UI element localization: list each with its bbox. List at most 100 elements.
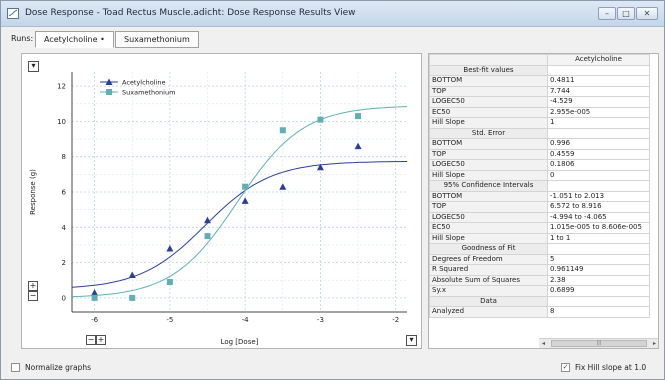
table-section-header: Std. Error (429, 127, 548, 139)
x-tick-label: -2 (392, 316, 399, 324)
y-tick-label: 4 (62, 224, 67, 232)
results-table: Acetylcholine Best-fit values BOTTOM 0.481… (429, 54, 650, 318)
legend-label: Acetylcholine (122, 79, 166, 87)
table-row-value: 7.744 (547, 85, 650, 97)
table-row-label: Analyzed (429, 306, 548, 318)
table-row: Best-fit values (429, 64, 650, 76)
table-row: Absolute Sum of Squares 2.38 (429, 274, 650, 286)
table-row-value: 6.572 to 8.916 (547, 201, 650, 213)
scroll-thumb[interactable]: ||| (551, 340, 647, 347)
table-row: TOP 0.4559 (429, 148, 650, 160)
data-point-acetylcholine (316, 163, 324, 171)
normalize-graphs-checkbox[interactable] (11, 363, 20, 372)
x-zoom-out-button[interactable]: − (86, 335, 96, 345)
y-zoom-out-button[interactable]: − (28, 291, 38, 301)
fit-curve-acetylcholine (71, 161, 407, 288)
data-point-acetylcholine (279, 183, 287, 190)
runs-bar: Runs: Acetylcholine • Suxamethonium (1, 28, 664, 50)
data-point-suxamethonium (204, 233, 211, 240)
table-row-label: TOP (429, 201, 548, 213)
table-row: LOGEC50 -4.994 to -4.065 (429, 211, 650, 223)
table-row: Degrees of Freedom 5 (429, 253, 650, 265)
table-section-header: Goodness of Fit (429, 243, 548, 255)
table-row-label: Hill Slope (429, 232, 548, 244)
results-table-pane[interactable]: Acetylcholine Best-fit values BOTTOM 0.481… (428, 53, 659, 349)
table-section-spacer (547, 64, 650, 76)
table-row: BOTTOM -1.051 to 2.013 (429, 190, 650, 202)
table-section-spacer (547, 295, 650, 307)
fix-hill-slope-checkbox[interactable]: ✓ (561, 363, 570, 372)
maximize-button[interactable]: □ (617, 7, 635, 20)
table-row: Hill Slope 1 (429, 117, 650, 129)
table-row-value: 2.38 (547, 274, 650, 286)
footer-bar: Normalize graphs ✓ Fix Hill slope at 1.0 (1, 352, 664, 379)
table-row: TOP 6.572 to 8.916 (429, 201, 650, 213)
table-row-value: 0.6899 (547, 285, 650, 297)
table-row-label: Hill Slope (429, 117, 548, 129)
table-row: Data (429, 295, 650, 307)
table-row-label: R Squared (429, 264, 548, 276)
table-row: Analyzed 8 (429, 306, 650, 318)
fix-hill-slope-label: Fix Hill slope at 1.0 (575, 363, 647, 372)
x-axis-label: Log [Dose] (221, 338, 259, 346)
table-row-value: 8 (547, 306, 650, 318)
title-bar[interactable]: Dose Response - Toad Rectus Muscle.adich… (1, 1, 664, 27)
table-row: 95% Confidence Intervals (429, 180, 650, 192)
table-section-header: Data (429, 295, 548, 307)
data-point-acetylcholine (166, 244, 174, 252)
y-tick-label: 6 (62, 189, 67, 197)
data-point-acetylcholine (241, 197, 249, 204)
table-row-value: 0.996 (547, 138, 650, 150)
data-point-suxamethonium (166, 279, 173, 285)
scroll-left-icon[interactable]: ◂ (541, 340, 545, 347)
table-row-label: LOGEC50 (429, 211, 548, 223)
app-icon (7, 8, 19, 19)
table-row: Sy.x 0.6899 (429, 285, 650, 297)
table-section-spacer (547, 243, 650, 255)
y-zoom-in-button[interactable]: + (28, 281, 38, 291)
table-row-label: LOGEC50 (429, 96, 548, 108)
table-row: BOTTOM 0.4811 (429, 75, 650, 87)
table-row-value: -4.529 (547, 96, 650, 108)
window-title: Dose Response - Toad Rectus Muscle.adich… (25, 8, 356, 18)
fit-curve-suxamethonium (71, 106, 408, 298)
column-header-acetylcholine: Acetylcholine (547, 54, 650, 66)
run-tab-suxamethonium[interactable]: Suxamethonium (115, 31, 199, 48)
table-corner-cell (429, 54, 548, 66)
x-zoom-in-button[interactable]: + (96, 335, 106, 345)
table-row: LOGEC50 -4.529 (429, 96, 650, 108)
close-button[interactable]: ✕ (636, 7, 658, 20)
scroll-right-icon[interactable]: ▸ (652, 340, 656, 347)
data-point-acetylcholine (128, 271, 136, 278)
table-row-label: Sy.x (429, 285, 548, 297)
table-row-value: 1 to 1 (547, 232, 650, 244)
horizontal-scrollbar[interactable]: ◂ ||| ▸ (539, 338, 658, 348)
table-row: EC50 2.955e-005 (429, 106, 650, 118)
x-tick-label: -6 (91, 316, 99, 324)
table-row: Hill Slope 0 (429, 169, 650, 181)
table-row: EC50 1.015e-005 to 8.606e-005 (429, 222, 650, 234)
dose-response-chart: -6 -5 -4 -3 -2 0 2 4 6 8 10 12 Log [Dose] Response (g… (29, 72, 408, 346)
table-section-header: Best-fit values (429, 64, 548, 76)
table-row: BOTTOM 0.996 (429, 138, 650, 150)
table-row-value: 2.955e-005 (547, 106, 650, 118)
data-point-suxamethonium (355, 113, 362, 120)
table-row: R Squared 0.961149 (429, 264, 650, 276)
run-tab-acetylcholine[interactable]: Acetylcholine • (35, 31, 114, 48)
graph-menu-dropdown-icon[interactable]: ▾ (28, 61, 39, 72)
y-tick-label: 10 (57, 118, 66, 126)
legend-marker-acetylcholine (105, 78, 113, 85)
table-row-label: EC50 (429, 106, 548, 118)
table-row-value: 0.4811 (547, 75, 650, 87)
y-tick-label: 0 (62, 294, 66, 302)
graph-pane[interactable]: -6 -5 -4 -3 -2 0 2 4 6 8 10 12 Log [Dose] Response (g… (21, 53, 422, 349)
table-row-label: TOP (429, 85, 548, 97)
x-axis-dropdown-icon[interactable]: ▾ (406, 335, 417, 346)
y-tick-label: 12 (57, 83, 66, 91)
y-tick-label: 8 (62, 153, 66, 161)
table-section-spacer (547, 127, 650, 139)
minimize-button[interactable]: – (598, 7, 616, 20)
table-row-value: -4.994 to -4.065 (547, 211, 650, 223)
table-row-label: BOTTOM (429, 190, 548, 202)
data-point-acetylcholine (204, 216, 212, 224)
